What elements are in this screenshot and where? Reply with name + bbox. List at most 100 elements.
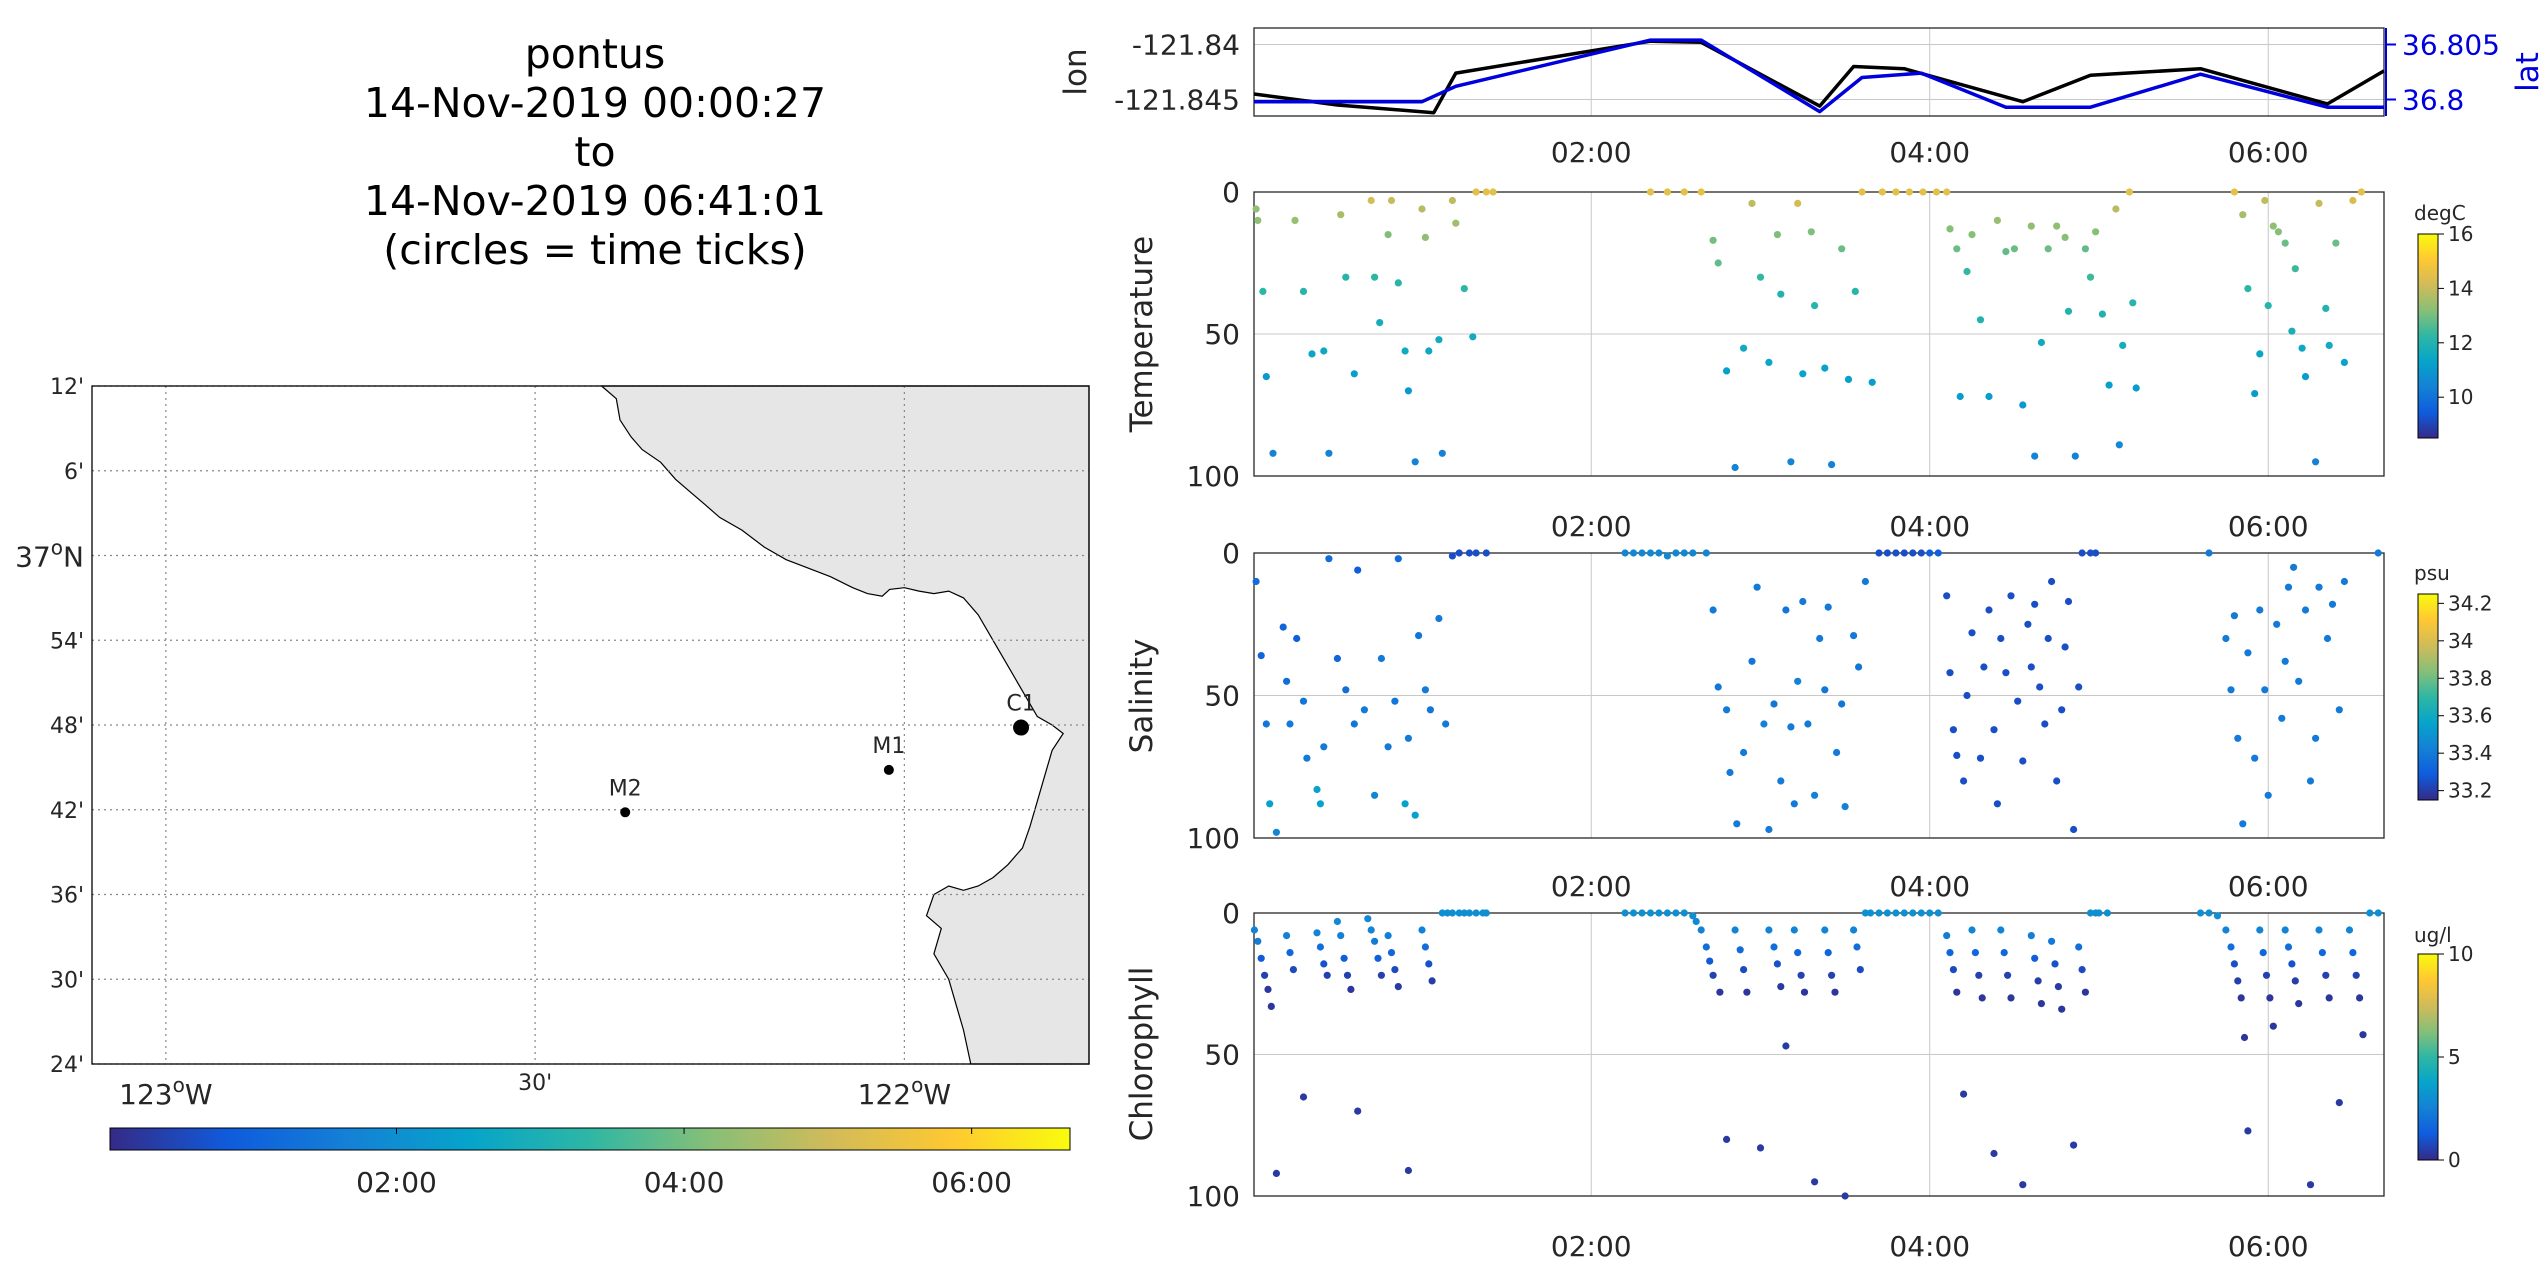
data-point xyxy=(2227,686,2235,694)
data-point xyxy=(1850,926,1858,934)
data-point xyxy=(1968,231,1976,239)
data-point xyxy=(1638,549,1646,557)
lon-series-line xyxy=(1253,39,2385,115)
map-x-tick-label: 30' xyxy=(518,1071,552,1096)
data-point xyxy=(1875,909,1883,917)
data-point xyxy=(1350,720,1358,728)
data-point xyxy=(1426,706,1434,714)
data-point xyxy=(1777,290,1785,298)
data-point xyxy=(1354,1107,1362,1115)
data-point xyxy=(1465,549,1473,557)
data-point xyxy=(2315,583,2323,591)
data-point xyxy=(2014,697,2022,705)
data-point xyxy=(1323,971,1331,979)
data-point xyxy=(2051,960,2059,968)
data-point xyxy=(2274,228,2282,236)
data-point xyxy=(1421,943,1429,951)
data-point xyxy=(2251,754,2259,762)
data-point xyxy=(2044,634,2052,643)
data-point xyxy=(1394,555,1402,563)
data-point xyxy=(2095,909,2103,917)
data-point xyxy=(1629,549,1638,557)
data-point xyxy=(1782,1042,1790,1050)
data-point xyxy=(1787,458,1795,466)
panel-y-axis-label: Temperature xyxy=(1124,236,1160,433)
data-point xyxy=(1257,954,1265,962)
data-point xyxy=(2244,285,2252,293)
data-point xyxy=(1892,909,1900,917)
data-point xyxy=(2352,971,2360,979)
data-point xyxy=(1953,245,1961,253)
data-point xyxy=(2105,381,2113,389)
data-point xyxy=(1794,677,1802,685)
data-point xyxy=(1384,231,1392,239)
panel-colorbar-label: 14 xyxy=(2448,276,2473,300)
data-point xyxy=(1993,800,2001,808)
data-point xyxy=(1997,634,2005,643)
data-point xyxy=(2269,222,2277,230)
data-point xyxy=(2262,971,2271,979)
data-point xyxy=(1621,549,1629,557)
data-point xyxy=(2340,358,2348,366)
data-point xyxy=(1448,909,1456,917)
data-point xyxy=(1919,188,1927,196)
data-point xyxy=(1250,926,1258,934)
data-point xyxy=(2112,205,2120,213)
data-point xyxy=(1844,375,1853,383)
data-point xyxy=(1697,926,1705,934)
data-point xyxy=(1736,946,1744,954)
data-point xyxy=(1320,347,1328,355)
station-marker xyxy=(620,807,631,818)
data-point xyxy=(1878,188,1886,196)
data-point xyxy=(1740,748,1748,757)
data-point xyxy=(1425,347,1433,355)
data-point xyxy=(1646,909,1655,917)
data-point xyxy=(2086,909,2095,917)
data-point xyxy=(1976,754,1985,762)
map-x-tick-label: 122oW xyxy=(858,1073,951,1111)
lat-axis-label: lat xyxy=(2510,52,2545,92)
lat-tick-label: 36.8 xyxy=(2402,84,2464,117)
data-point xyxy=(1404,734,1412,742)
data-point xyxy=(2004,971,2012,979)
data-point xyxy=(1262,720,1270,728)
data-point xyxy=(2115,441,2123,449)
data-point xyxy=(1953,751,1961,760)
data-point xyxy=(1706,957,1714,965)
data-point xyxy=(1856,966,1864,974)
data-point xyxy=(2019,401,2027,409)
data-point xyxy=(1946,225,1954,233)
data-point xyxy=(1868,378,1876,386)
data-point xyxy=(1799,597,1807,606)
data-point xyxy=(1716,988,1724,996)
data-point xyxy=(1960,777,1968,785)
data-point xyxy=(1283,932,1291,940)
data-point xyxy=(1917,549,1925,557)
data-point xyxy=(1376,319,1384,327)
data-point xyxy=(1428,977,1436,985)
data-point xyxy=(1435,336,1443,344)
data-point xyxy=(1797,971,1805,979)
data-point xyxy=(1367,196,1375,205)
data-point xyxy=(1782,606,1790,614)
data-point xyxy=(2335,1099,2343,1107)
data-point xyxy=(2284,943,2293,951)
data-point xyxy=(2284,583,2293,591)
panel-y-tick-label: 50 xyxy=(1204,680,1240,713)
salinity-panel: 0 50 100 02:00 04:00 06:00 Salinity psu 33.2 33.4… xyxy=(1124,510,2493,855)
data-point xyxy=(1646,549,1655,557)
data-point xyxy=(1337,932,1345,940)
data-point xyxy=(2081,245,2089,253)
data-point xyxy=(1855,663,1863,671)
data-point xyxy=(1299,1093,1308,1101)
data-point xyxy=(2328,600,2337,608)
data-point xyxy=(1990,726,1998,734)
data-point xyxy=(2374,549,2382,557)
data-point xyxy=(1934,549,1942,557)
data-point xyxy=(1960,1090,1968,1098)
data-point xyxy=(1316,800,1324,808)
map-y-tick-label: 37oN xyxy=(15,536,84,574)
panel-colorbar-label: 33.2 xyxy=(2448,779,2493,803)
data-point xyxy=(1455,909,1463,917)
